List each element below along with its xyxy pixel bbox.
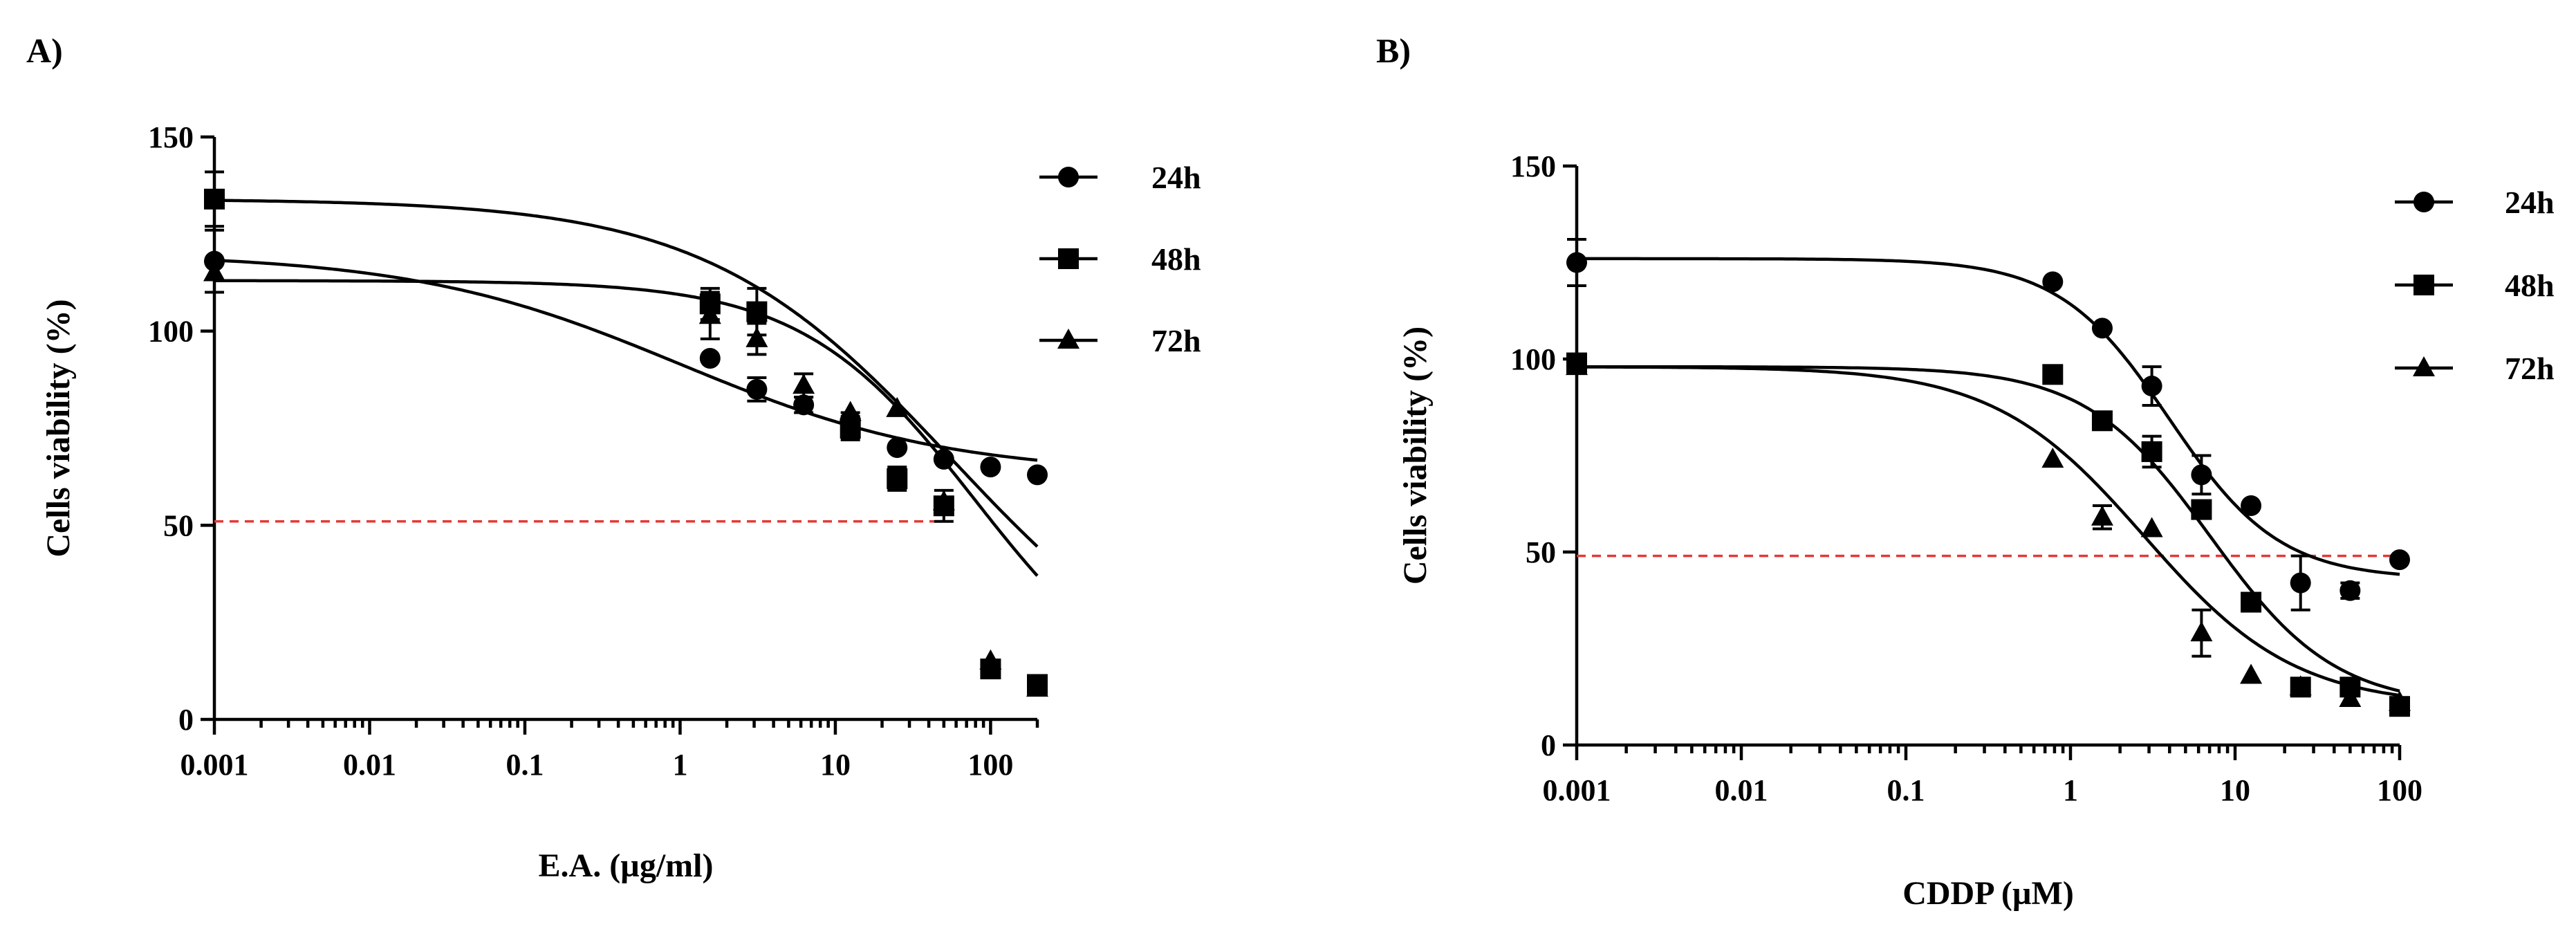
data-point-48h — [2241, 591, 2262, 613]
fit-curve-72h — [214, 279, 1039, 577]
legend-marker-72h — [2413, 356, 2435, 376]
legend-marker-48h — [1058, 248, 1079, 269]
data-point-48h — [2141, 441, 2162, 462]
data-point-72h — [698, 304, 721, 324]
legend-marker-24h — [1058, 167, 1079, 187]
y-tick-label: 150 — [148, 120, 194, 154]
data-point-72h — [2140, 517, 2163, 537]
data-point-24h — [699, 347, 721, 369]
data-point-72h — [886, 396, 909, 417]
data-point-24h — [1566, 252, 1587, 273]
fit-curve-48h — [214, 199, 1039, 548]
x-tick-label: 0.01 — [343, 748, 396, 782]
data-point-24h — [2091, 318, 2113, 339]
x-tick-label: 1 — [2063, 773, 2078, 807]
x-tick-label: 100 — [2377, 773, 2422, 807]
y-axis-title: Cells viability (%) — [1397, 327, 1434, 585]
legend-marker-48h — [2413, 275, 2434, 295]
x-tick-label: 10 — [2220, 773, 2250, 807]
x-tick-label: 0.1 — [506, 748, 544, 782]
data-point-48h — [204, 188, 225, 210]
x-tick-label: 0.001 — [1543, 773, 1611, 807]
legend-marker-24h — [2413, 192, 2434, 212]
fit-curve-24h — [214, 258, 1038, 462]
data-point-24h — [1027, 464, 1048, 486]
data-point-24h — [887, 437, 908, 459]
data-point-72h — [1026, 677, 1048, 697]
data-point-24h — [2389, 549, 2410, 571]
data-point-72h — [932, 490, 955, 511]
y-tick-label: 100 — [148, 315, 194, 349]
y-tick-label: 150 — [1510, 149, 1556, 183]
x-tick-label: 0.01 — [1715, 773, 1768, 807]
y-tick-label: 0 — [178, 703, 194, 737]
fit-curve-48h — [1577, 365, 2400, 693]
data-point-72h — [979, 649, 1002, 670]
data-point-48h — [2191, 499, 2212, 520]
data-point-24h — [2241, 495, 2262, 517]
legend-marker-72h — [1057, 329, 1079, 349]
data-point-48h — [2042, 364, 2064, 385]
y-tick-label: 50 — [163, 508, 194, 542]
data-point-24h — [2141, 376, 2162, 397]
y-tick-label: 50 — [1526, 535, 1556, 569]
legend-label-72h: 72h — [2505, 351, 2555, 386]
fit-curve-72h — [1577, 365, 2400, 697]
data-point-72h — [839, 401, 862, 421]
data-point-24h — [2042, 271, 2064, 293]
legend-label-24h: 24h — [1151, 160, 1201, 195]
data-point-72h — [2041, 448, 2064, 468]
data-point-72h — [2240, 663, 2263, 684]
x-tick-label: 100 — [967, 748, 1013, 782]
y-axis-title: Cells viability (%) — [40, 299, 77, 557]
data-point-24h — [980, 457, 1001, 478]
data-point-72h — [2289, 675, 2312, 696]
data-point-72h — [1566, 355, 1588, 376]
panel-b-label: B) — [1376, 31, 1411, 70]
data-point-72h — [745, 327, 768, 347]
data-point-24h — [793, 394, 815, 416]
legend-label-48h: 48h — [1151, 241, 1201, 277]
x-axis-title: E.A. (µg/ml) — [539, 847, 714, 884]
data-point-72h — [203, 261, 225, 282]
data-point-24h — [746, 378, 768, 400]
data-point-72h — [2339, 687, 2362, 708]
x-tick-label: 0.1 — [1887, 773, 1925, 807]
data-point-48h — [840, 418, 861, 439]
y-tick-label: 0 — [1541, 728, 1556, 762]
fit-curve-24h — [1577, 257, 2400, 576]
data-point-72h — [2190, 621, 2213, 642]
data-point-24h — [2339, 580, 2361, 601]
x-axis-title: CDDP (µM) — [1902, 875, 2074, 912]
data-point-72h — [2091, 505, 2113, 526]
panel-b: B) 0 50 100 150 0.001 0.01 0.1 1 10 100 Cells viab… — [1376, 31, 2555, 912]
panel-a-label: A) — [26, 31, 63, 70]
y-tick-label: 100 — [1510, 342, 1556, 376]
legend-label-24h: 24h — [2505, 185, 2555, 220]
data-point-72h — [793, 374, 815, 394]
x-tick-label: 10 — [820, 748, 851, 782]
data-point-48h — [2091, 410, 2113, 432]
data-point-48h — [887, 468, 908, 489]
panel-a: A) 0 50 100 150 0.001 0.01 0.1 1 10 100 Cells viab… — [26, 31, 1201, 884]
legend-label-48h: 48h — [2505, 268, 2555, 303]
data-point-24h — [2290, 572, 2311, 594]
x-tick-label: 0.001 — [180, 748, 249, 782]
data-point-72h — [2389, 690, 2411, 711]
x-tick-label: 1 — [672, 748, 687, 782]
data-point-24h — [2191, 464, 2212, 486]
legend-label-72h: 72h — [1151, 323, 1201, 358]
